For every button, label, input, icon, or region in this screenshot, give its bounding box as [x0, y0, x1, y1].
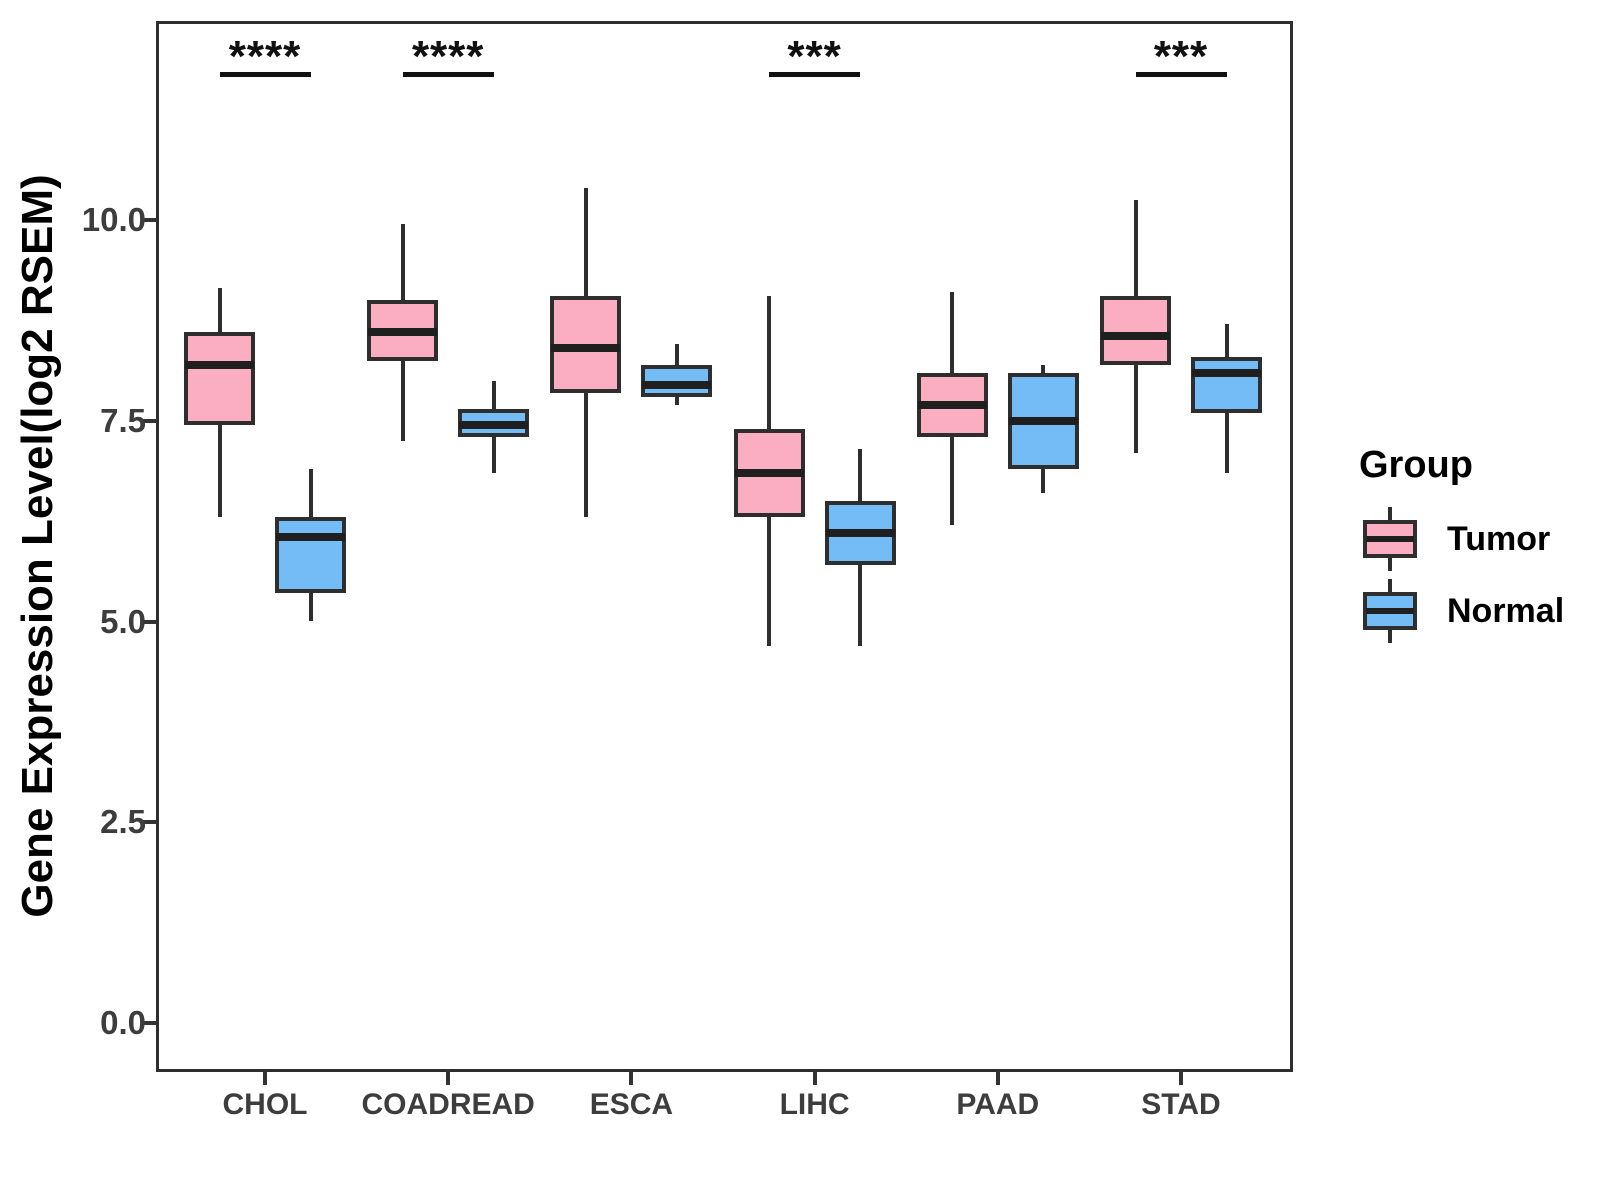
x-tick-mark — [446, 1070, 451, 1085]
x-tick-mark — [629, 1070, 634, 1085]
significance-bar — [219, 72, 311, 77]
median-line — [642, 380, 712, 389]
y-tick-label: 2.5 — [100, 803, 146, 841]
x-tick-label: STAD — [1141, 1088, 1221, 1121]
significance-stars: **** — [228, 32, 302, 81]
y-tick-label: 7.5 — [100, 401, 146, 439]
significance-bar — [769, 72, 861, 77]
y-tick-mark — [142, 418, 157, 423]
median-line — [1008, 416, 1078, 425]
x-tick-label: LIHC — [779, 1088, 850, 1121]
iqr-box — [641, 364, 713, 397]
x-tick-label: COADREAD — [361, 1088, 535, 1121]
iqr-box — [275, 517, 346, 594]
x-tick-mark — [1179, 1070, 1183, 1085]
significance-stars: **** — [411, 32, 485, 81]
median-line — [825, 529, 895, 538]
median-line — [185, 360, 254, 369]
x-tick-label: ESCA — [589, 1088, 674, 1121]
legend-title: Group — [1359, 444, 1473, 486]
median-line — [368, 328, 438, 337]
significance-bar — [402, 72, 494, 77]
y-tick-label: 0.0 — [100, 1004, 146, 1041]
median-line — [459, 420, 529, 429]
x-tick-mark — [812, 1070, 817, 1085]
x-tick-mark — [263, 1070, 267, 1085]
y-axis-title: Gene Expression Level(log2 RSEM) — [13, 174, 62, 918]
iqr-box — [1191, 356, 1262, 413]
median-line — [551, 344, 621, 353]
median-line — [1192, 368, 1261, 377]
legend-key-median — [1366, 536, 1414, 542]
legend-item-normal: Normal — [1363, 579, 1564, 643]
y-tick-label: 10.0 — [81, 201, 146, 238]
x-tick-label: PAAD — [956, 1088, 1040, 1121]
legend-key-boxplot-icon — [1363, 579, 1417, 643]
y-tick-label: 5.0 — [100, 602, 146, 640]
legend-label: Normal — [1447, 591, 1565, 630]
legend-key-boxplot-icon — [1363, 507, 1417, 571]
significance-stars: *** — [1153, 32, 1209, 81]
significance-bar — [1135, 72, 1227, 77]
iqr-box — [550, 296, 622, 393]
median-line — [917, 400, 987, 409]
legend-label: Tumor — [1447, 519, 1551, 558]
legend-key-median — [1366, 608, 1414, 614]
y-tick-mark — [142, 820, 157, 825]
x-tick-label: CHOL — [222, 1088, 308, 1121]
median-line — [734, 468, 804, 477]
y-tick-mark — [142, 218, 157, 222]
legend-item-tumor: Tumor — [1363, 507, 1564, 571]
x-tick-mark — [995, 1070, 1000, 1085]
iqr-box — [184, 332, 255, 425]
significance-stars: *** — [787, 32, 842, 81]
median-line — [276, 533, 345, 542]
iqr-box — [1100, 296, 1171, 365]
y-tick-mark — [142, 619, 157, 624]
median-line — [1101, 332, 1170, 341]
legend: Group Tumor Normal — [1359, 444, 1564, 643]
legend-items: Tumor Normal — [1363, 507, 1564, 643]
y-tick-mark — [142, 1021, 157, 1025]
